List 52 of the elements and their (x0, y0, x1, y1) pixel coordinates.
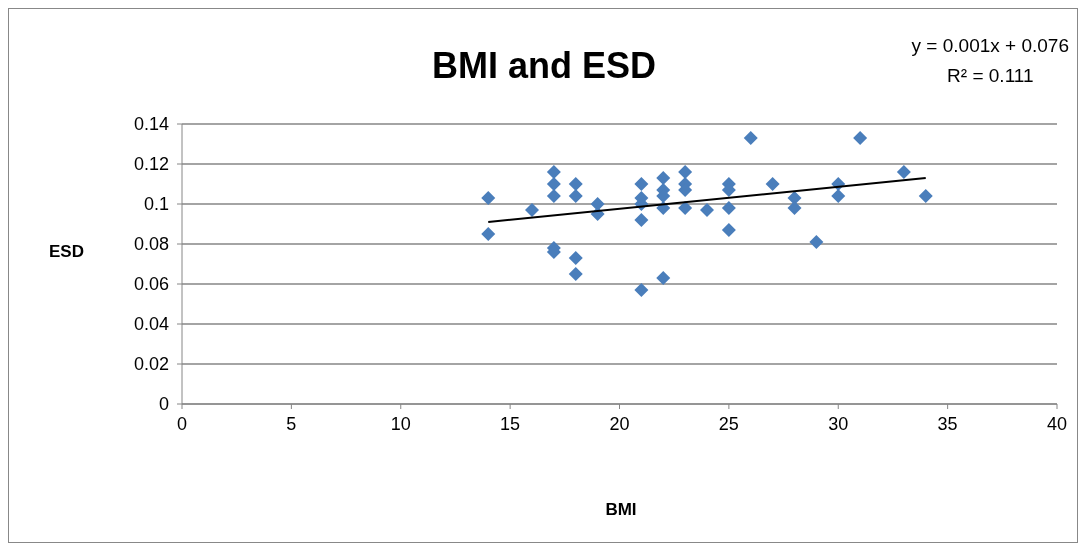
point (787, 201, 802, 215)
point (634, 177, 649, 191)
point (568, 177, 583, 191)
point (743, 131, 758, 145)
chart-title: BMI and ESD (431, 45, 656, 86)
point (656, 171, 671, 185)
point (765, 177, 780, 191)
x-tick-label: 0 (176, 413, 188, 434)
y-tick-label: 0.14 (133, 114, 169, 135)
point (678, 165, 693, 179)
point (481, 191, 496, 205)
point (546, 165, 561, 179)
y-tick-label: 0.06 (133, 274, 169, 295)
x-tick-label: 15 (500, 413, 521, 434)
point (853, 131, 868, 145)
x-tick-label: 40 (1046, 413, 1068, 434)
point (546, 177, 561, 191)
x-tick-label: 30 (828, 413, 849, 434)
y-tick-label: 0.12 (133, 154, 169, 175)
y-tick-label: 0 (158, 394, 169, 415)
x-tick-label: 25 (718, 413, 739, 434)
point (918, 189, 933, 203)
point (721, 223, 736, 237)
point (568, 189, 583, 203)
point (809, 235, 824, 249)
point (481, 227, 496, 241)
point (590, 197, 605, 211)
point (831, 189, 846, 203)
y-axis-title: ESD (49, 242, 84, 262)
y-tick-label: 0.1 (143, 194, 169, 215)
point (656, 271, 671, 285)
x-tick-label: 35 (937, 413, 958, 434)
x-tick-label: 5 (286, 413, 297, 434)
point (634, 283, 649, 297)
point (700, 203, 714, 217)
x-tick-label: 10 (390, 413, 411, 434)
x-tick-label: 20 (609, 413, 630, 434)
y-tick-label: 0.04 (133, 314, 169, 335)
point (896, 165, 911, 179)
point (568, 251, 583, 265)
y-tick-label: 0.08 (133, 234, 169, 255)
point (546, 189, 561, 203)
point (721, 201, 736, 215)
point (787, 191, 802, 205)
text: y = 0.001x + 0.076 (911, 34, 1069, 58)
point (525, 203, 539, 217)
text: R² = 0.111 (946, 64, 1035, 88)
x-axis-title: BMI (604, 500, 638, 520)
point (678, 201, 693, 215)
y-tick-label: 0.02 (133, 354, 169, 375)
point (634, 213, 649, 227)
point (568, 267, 583, 281)
